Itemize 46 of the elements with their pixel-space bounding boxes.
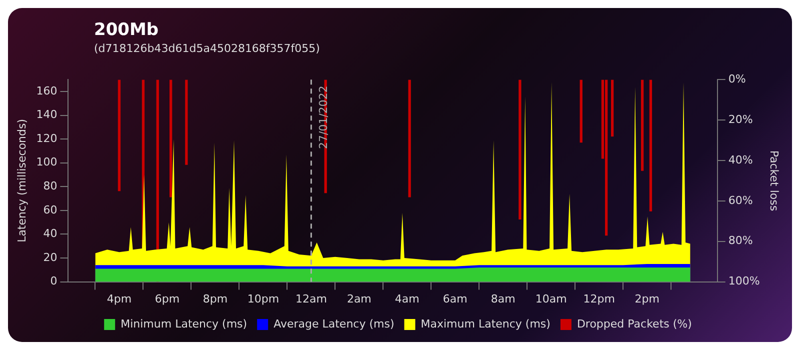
x-tick-label: 10am xyxy=(535,292,567,306)
y-tick-label: 140 xyxy=(36,108,58,122)
legend-label: Dropped Packets (%) xyxy=(576,317,692,330)
x-tick-label: 10pm xyxy=(247,292,280,306)
bar xyxy=(518,80,522,220)
x-tick-label: 2pm xyxy=(634,292,660,306)
y2-tick-label: 60% xyxy=(728,194,753,207)
y-tick-label: 120 xyxy=(36,132,58,145)
legend-label: Maximum Latency (ms) xyxy=(420,317,550,330)
bar xyxy=(610,80,614,137)
x-tick-label: 8am xyxy=(490,292,516,306)
x-tick-label: 12pm xyxy=(583,292,615,306)
y2-tick-label: 80% xyxy=(728,234,753,248)
bar xyxy=(185,80,188,165)
bar xyxy=(408,80,411,198)
legend-label: Minimum Latency (ms) xyxy=(120,317,248,330)
bar xyxy=(640,80,644,171)
y2-axis-title: Packet loss xyxy=(768,150,781,212)
bar xyxy=(649,80,652,212)
bar xyxy=(118,80,121,192)
y-tick-label: 100 xyxy=(36,156,58,169)
x-tick-label: 4pm xyxy=(106,292,132,306)
chart-title: 200Mb xyxy=(94,20,160,40)
x-tick-label: 8pm xyxy=(202,292,228,306)
y-tick-label: 60 xyxy=(43,203,58,216)
x-tick-label: 2am xyxy=(346,292,372,306)
legend-label: Average Latency (ms) xyxy=(274,317,394,330)
chart-subtitle: (d718126b43d61d5a45028168f357f055) xyxy=(94,42,320,55)
y2-tick-label: 40% xyxy=(728,153,753,166)
y-axis-title: Latency (milliseconds) xyxy=(15,118,28,242)
y-tick-label: 160 xyxy=(36,84,58,98)
y2-tick-label: 100% xyxy=(728,274,760,288)
bar xyxy=(169,80,172,198)
y2-tick-label: 20% xyxy=(728,112,753,126)
y2-tick-label: 0% xyxy=(728,72,746,86)
ref-line-label: 27/01/2022 xyxy=(317,86,330,150)
y-tick-label: 80 xyxy=(43,180,58,193)
y-tick-label: 20 xyxy=(43,250,58,264)
bar xyxy=(604,80,608,236)
y-tick-label: 40 xyxy=(43,227,58,240)
x-tick-label: 6pm xyxy=(154,292,180,306)
y-tick-label: 0 xyxy=(50,274,58,288)
x-tick-label: 6am xyxy=(442,292,468,306)
bar xyxy=(580,80,582,143)
x-tick-label: 12am xyxy=(295,292,327,306)
x-tick-label: 4am xyxy=(394,292,420,306)
